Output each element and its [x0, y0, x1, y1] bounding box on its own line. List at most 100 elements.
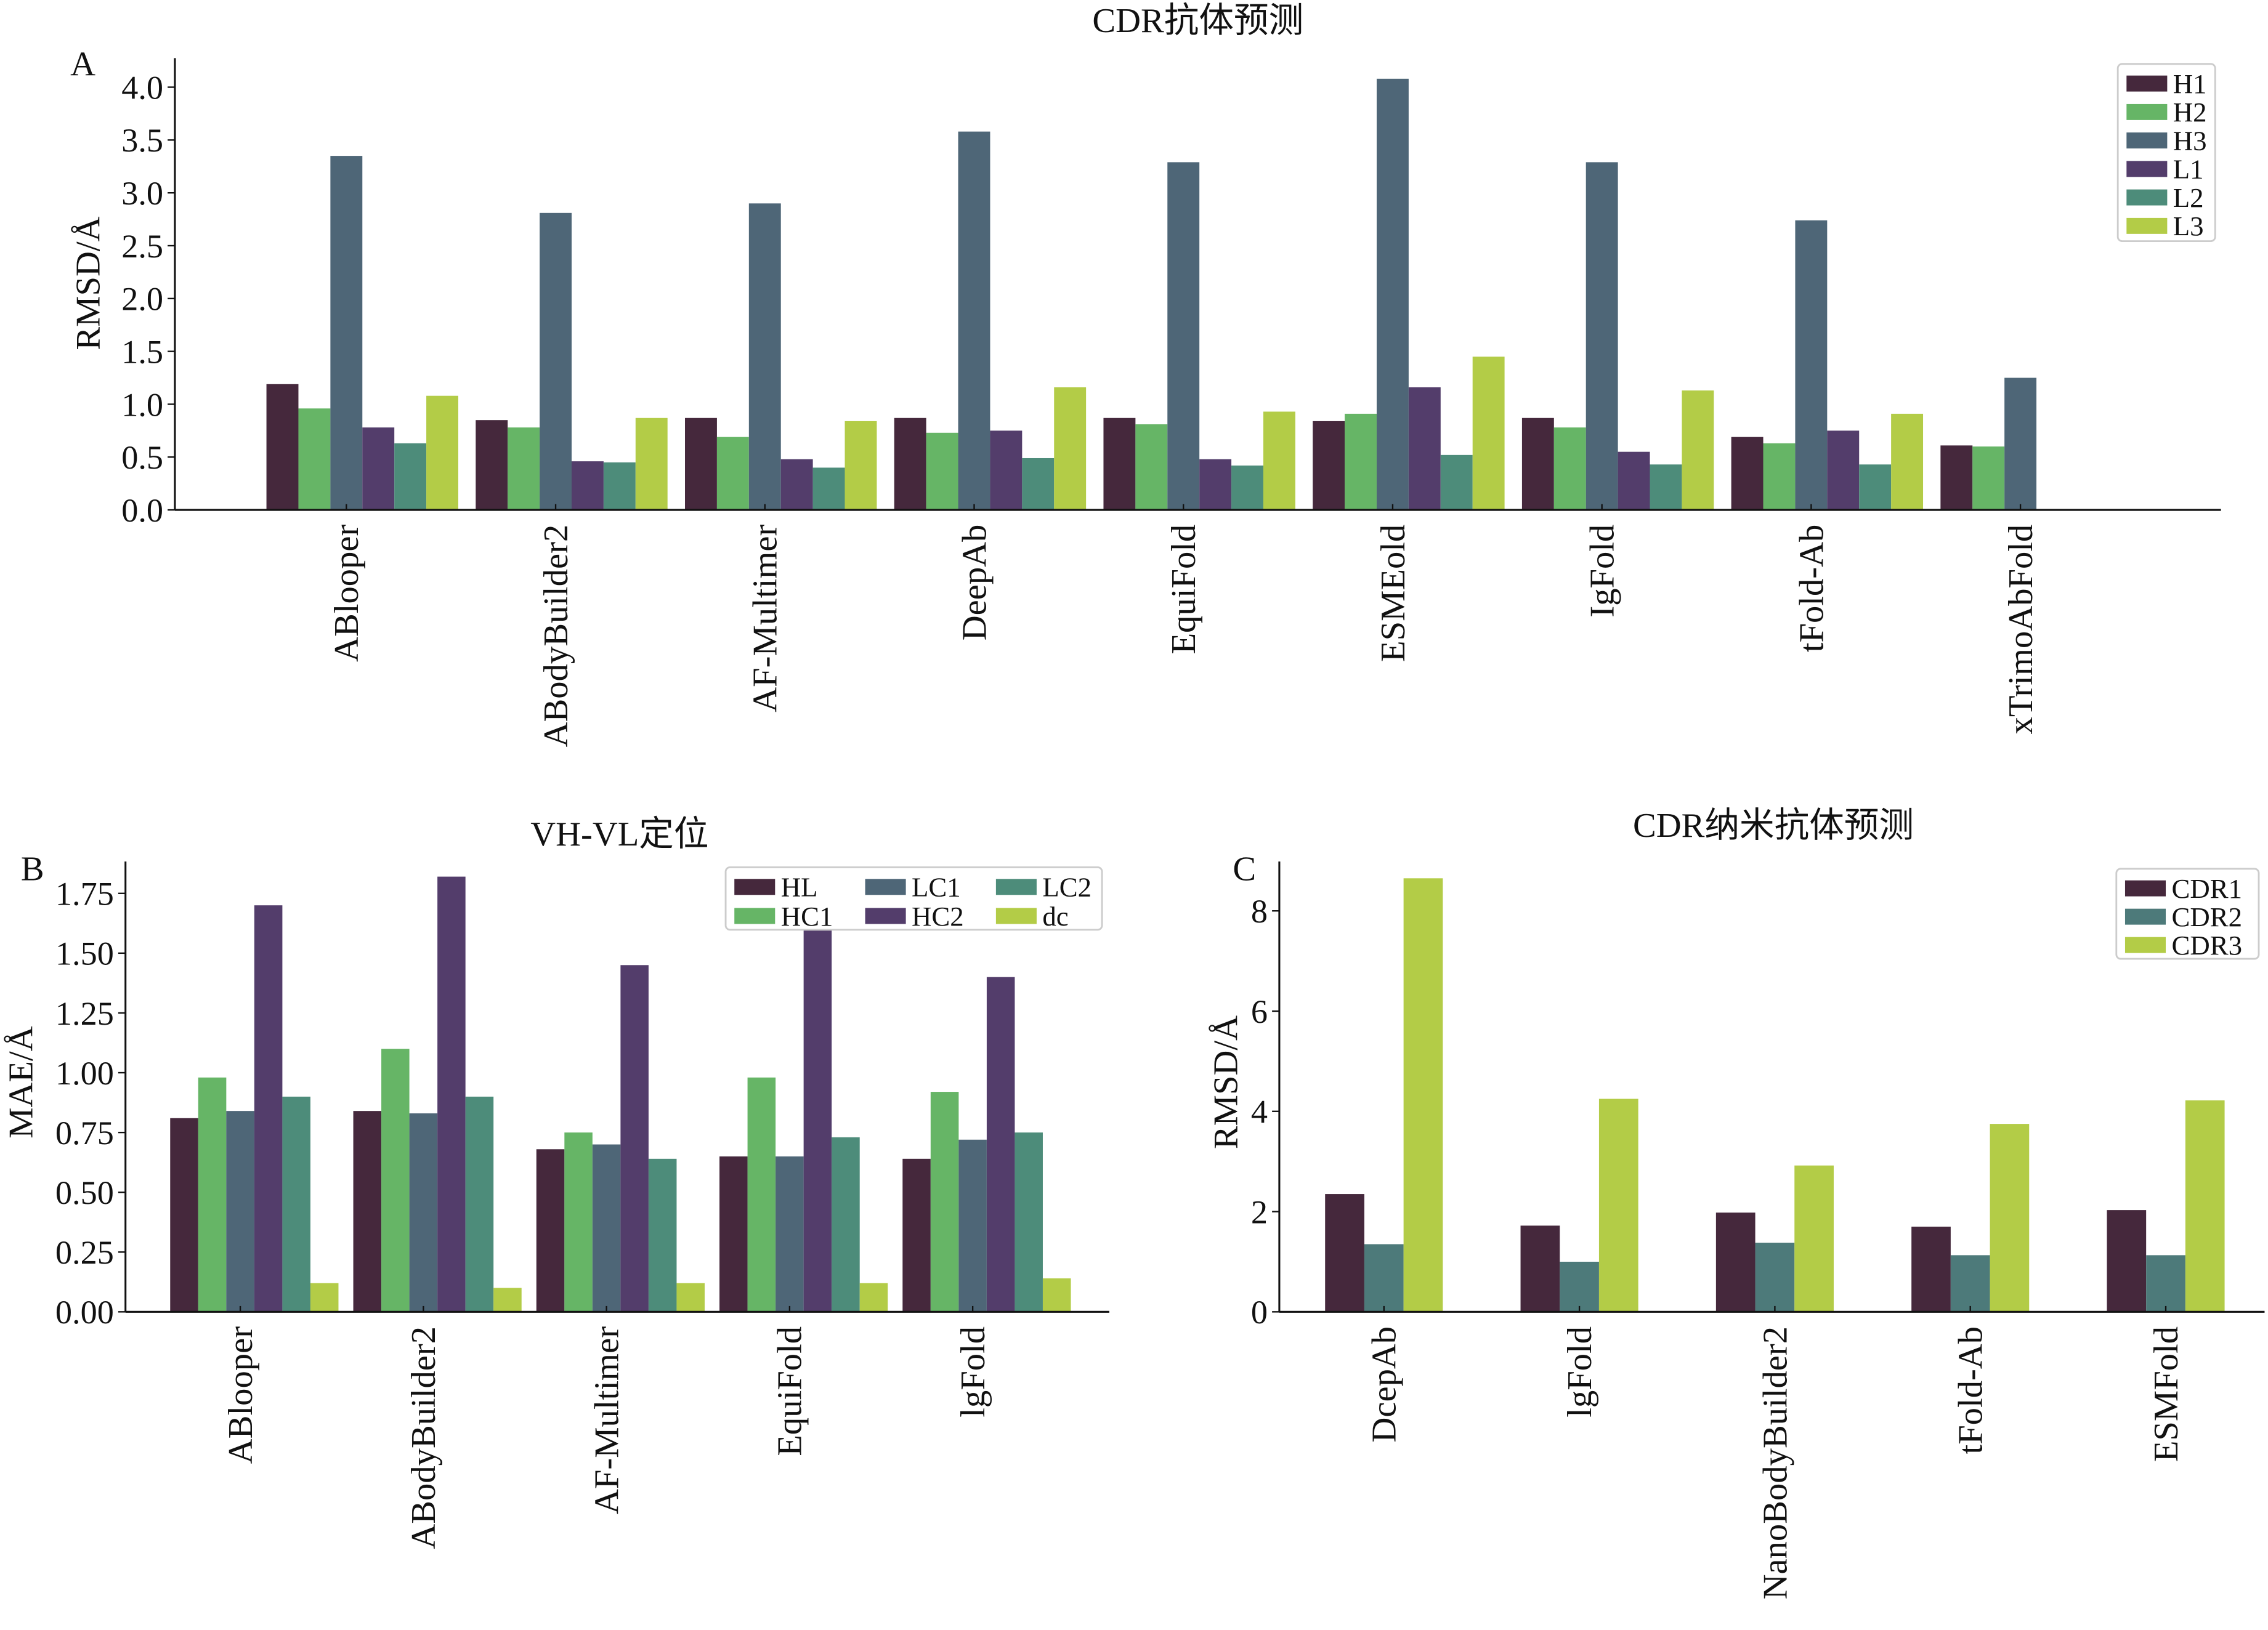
chart-title: VH-VL定位: [530, 815, 708, 853]
panel-letter: A: [70, 46, 95, 84]
bar-H1-ABodyBuilder2: [476, 420, 508, 510]
bar-H3-IgFold: [1586, 162, 1618, 510]
legend-label: L2: [2173, 182, 2204, 213]
x-tick-label: ABlooper: [328, 525, 366, 662]
y-tick-label: 0.0: [121, 492, 163, 529]
y-axis-label: MAE/Å: [2, 1026, 41, 1139]
bar-HL-EquiFold: [719, 1156, 748, 1312]
bar-H1-AF-Multimer: [685, 418, 717, 510]
bar-CDR3-lgFold: [1598, 1099, 1638, 1312]
bar-LC2-lgFold: [1015, 1132, 1043, 1312]
x-tick-label: ABlooper: [222, 1326, 260, 1464]
bar-H3-DeepAb: [958, 131, 990, 510]
bar-HC1-EquiFold: [747, 1077, 776, 1312]
bar-H2-IgFold: [1553, 427, 1586, 510]
legend-label: H2: [2173, 97, 2207, 127]
y-tick-label: 0.5: [121, 439, 163, 476]
x-tick-label: EquiFold: [771, 1326, 809, 1456]
bar-HC1-AF-Multimer: [564, 1132, 593, 1312]
chart-title: CDR纳米抗体预测: [1633, 807, 1914, 845]
bar-L3-DeepAb: [1054, 387, 1087, 510]
bar-H1-ESMEold: [1313, 421, 1345, 510]
bar-LC2-ABlooper: [282, 1096, 310, 1312]
bar-HC2-AF-Multimer: [620, 965, 649, 1312]
x-tick-label: AF-Multimer: [747, 525, 785, 712]
y-tick-label: 4: [1251, 1094, 1268, 1131]
bar-LC1-EquiFold: [776, 1156, 804, 1312]
y-tick-label: 1.50: [55, 935, 114, 972]
legend-swatch-CDR2: [2124, 908, 2166, 925]
y-tick-label: 1.25: [55, 995, 114, 1032]
y-tick-label: 6: [1251, 993, 1268, 1030]
y-tick-label: 1.0: [121, 386, 163, 423]
legend-swatch-dc: [995, 908, 1037, 924]
legend-swatch-H3: [2126, 132, 2168, 149]
bar-H2-tFold-Ab: [1763, 443, 1796, 510]
bar-L1-EquiFold: [1199, 459, 1232, 510]
y-tick-label: 4.0: [121, 69, 163, 106]
bar-L1-ABlooper: [362, 427, 395, 510]
bar-L2-tFold-Ab: [1859, 464, 1892, 510]
y-tick-label: 1.00: [55, 1055, 114, 1092]
bar-dc-EquiFold: [859, 1283, 888, 1312]
bar-CDR1-NanoBodyBuilder2: [1715, 1212, 1756, 1312]
bar-L2-EquiFold: [1231, 465, 1263, 510]
bar-H2-xTrimoAbFold: [1972, 446, 2005, 510]
bar-CDR3-DcepAb: [1403, 878, 1443, 1312]
y-tick-label: 8: [1251, 893, 1268, 930]
bar-LC1-AF-Multimer: [592, 1144, 621, 1312]
bar-L3-AF-Multimer: [844, 421, 877, 510]
y-tick-label: 0: [1251, 1294, 1268, 1331]
bar-LC2-EquiFold: [832, 1137, 860, 1312]
bar-L2-DeepAb: [1022, 458, 1055, 510]
legend-swatch-H2: [2126, 103, 2168, 120]
x-tick-label: ESMEold: [1374, 525, 1412, 662]
legend-label: HL: [781, 872, 818, 903]
y-tick-label: 1.5: [121, 334, 163, 371]
bar-CDR1-lgFold: [1520, 1225, 1560, 1312]
bar-H3-ABlooper: [330, 156, 363, 510]
bar-CDR2-DcepAb: [1364, 1244, 1404, 1312]
y-tick-label: 0.00: [55, 1294, 114, 1331]
legend-label: L1: [2173, 154, 2204, 185]
legend-swatch-HC1: [734, 908, 776, 924]
y-axis-label: RMSD/Å: [1207, 1015, 1245, 1149]
legend-swatch-L1: [2126, 161, 2168, 177]
bar-HC1-ABodyBuilder2: [381, 1049, 410, 1312]
bar-LC2-ABodyBuilder2: [465, 1096, 494, 1312]
panel-letter: C: [1233, 850, 1256, 889]
chart-panel-A: CDR抗体预测 A RMSD/Å ABlooper ABodyBuilder2 AF-Mu…: [69, 2, 2221, 747]
legend-swatch-H1: [2126, 75, 2168, 92]
bar-dc-lgFold: [1042, 1278, 1071, 1312]
bar-L3-ABodyBuilder2: [635, 418, 668, 510]
bar-CDR2-tFold-Ab: [1950, 1255, 1990, 1312]
x-tick-label: ABodyBuilder2: [537, 525, 575, 748]
bar-L3-ESMEold: [1472, 357, 1505, 510]
bar-H1-ABlooper: [266, 384, 299, 510]
y-tick-label: 1.75: [55, 876, 114, 913]
chart-title: CDR抗体预测: [1092, 2, 1303, 40]
bar-HL-ABlooper: [170, 1118, 198, 1312]
bar-dc-ABlooper: [310, 1283, 339, 1312]
bar-H1-EquiFold: [1103, 418, 1136, 510]
bar-CDR2-NanoBodyBuilder2: [1755, 1243, 1795, 1312]
bar-HL-lgFold: [902, 1158, 931, 1312]
x-tick-label: ESMFold: [2147, 1326, 2185, 1462]
y-axis-label: RMSD/Å: [69, 216, 107, 350]
x-tick-label: xTrimoAbFold: [2002, 525, 2040, 735]
bar-H3-ESMEold: [1376, 78, 1409, 510]
bar-L3-tFold-Ab: [1891, 413, 1924, 510]
bar-L3-IgFold: [1682, 390, 1714, 510]
y-tick-label: 2.5: [121, 228, 163, 265]
bar-L1-ABodyBuilder2: [571, 461, 604, 510]
bar-L1-IgFold: [1618, 451, 1650, 510]
y-tick-label: 2.0: [121, 281, 163, 318]
legend-label: CDR1: [2171, 873, 2242, 904]
legend-label: H1: [2173, 68, 2207, 99]
bar-CDR3-NanoBodyBuilder2: [1794, 1165, 1834, 1312]
legend-swatch-LC2: [995, 879, 1037, 895]
bar-CDR2-lgFold: [1560, 1261, 1599, 1312]
